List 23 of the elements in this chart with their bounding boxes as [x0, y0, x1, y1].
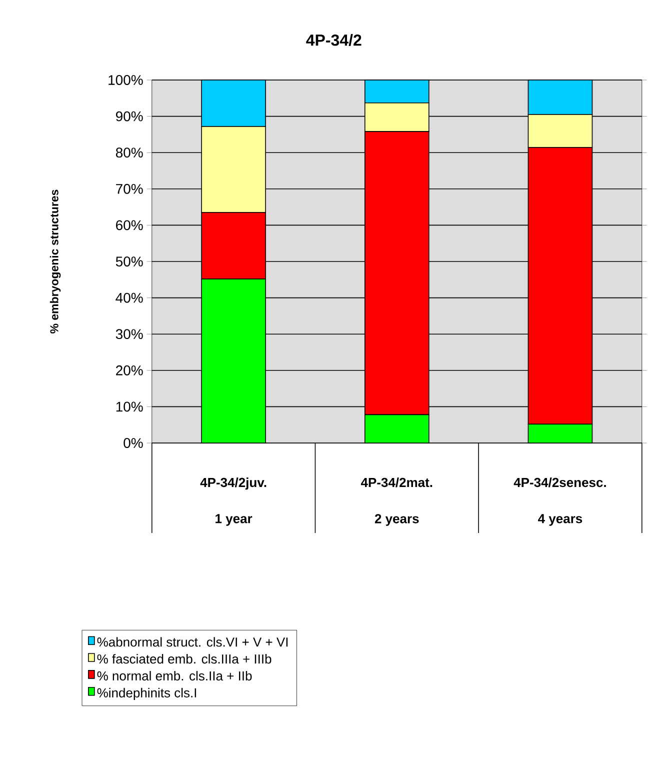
y-tick-label: 10%: [116, 402, 143, 412]
x-tick-label: 4P-34/2juv.: [200, 478, 266, 490]
legend-label: %abnormal struct. cls.VI + V + VI: [97, 637, 288, 647]
y-tick-label: 30%: [116, 329, 143, 340]
text: 4 years: [538, 514, 582, 526]
text: 2 years: [374, 514, 419, 526]
y-tick-label: 0%: [124, 438, 143, 448]
y-tick-label: 100%: [108, 75, 143, 85]
legend-label: % fasciated emb. cls.IIIa + IIIb: [97, 654, 272, 664]
y-axis-title: % embryogenic structures: [50, 190, 61, 334]
legend-label: %indephinits cls.I: [97, 688, 196, 700]
y-tick-label: 80%: [116, 148, 143, 158]
chart-title: 4P-34/2: [306, 34, 362, 46]
y-tick-label: 90%: [116, 111, 143, 122]
text: 1 year: [216, 514, 252, 526]
y-tick-label: 60%: [116, 220, 143, 230]
x-tick-label: 4P-34/2mat.: [361, 478, 432, 488]
y-tick-label: 70%: [116, 184, 143, 194]
x-tick-label: 4P-34/2senesc.: [514, 478, 606, 488]
y-tick-label: 40%: [116, 292, 143, 303]
y-tick-label: 20%: [116, 365, 143, 376]
legend-label: % normal emb. cls.IIa + IIb: [97, 670, 252, 681]
y-tick-label: 50%: [116, 256, 143, 266]
